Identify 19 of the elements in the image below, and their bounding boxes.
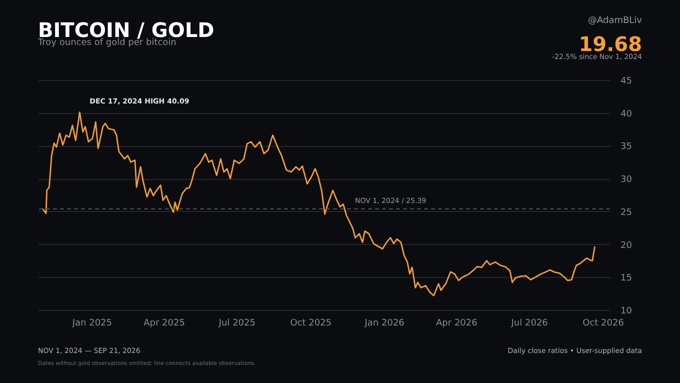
x-tick-label: Oct 2026 <box>582 318 624 328</box>
y-tick-label: 10 <box>620 306 632 316</box>
x-tick-label: Jan 2026 <box>364 318 405 328</box>
x-tick-label: Apr 2026 <box>436 318 478 328</box>
y-tick-label: 35 <box>620 142 632 152</box>
x-tick-label: Apr 2025 <box>144 318 185 328</box>
y-tick-label: 20 <box>620 240 632 251</box>
text: @AdamBLiv <box>588 16 643 26</box>
x-tick-label: Jan 2025 <box>71 318 112 328</box>
y-tick-label: 15 <box>620 274 632 284</box>
y-tick-label: 30 <box>620 175 632 186</box>
line-series <box>42 112 596 296</box>
x-tick-label: Jul 2025 <box>218 318 256 328</box>
chart-subtitle: Troy ounces of gold per bitcoin <box>37 38 176 48</box>
y-tick-label: 40 <box>620 109 632 120</box>
y-tick-label: 45 <box>620 76 632 86</box>
y-tick-label: 25 <box>620 208 632 218</box>
x-tick-label: Oct 2025 <box>290 318 332 328</box>
x-tick-label: Jul 2026 <box>510 318 548 328</box>
